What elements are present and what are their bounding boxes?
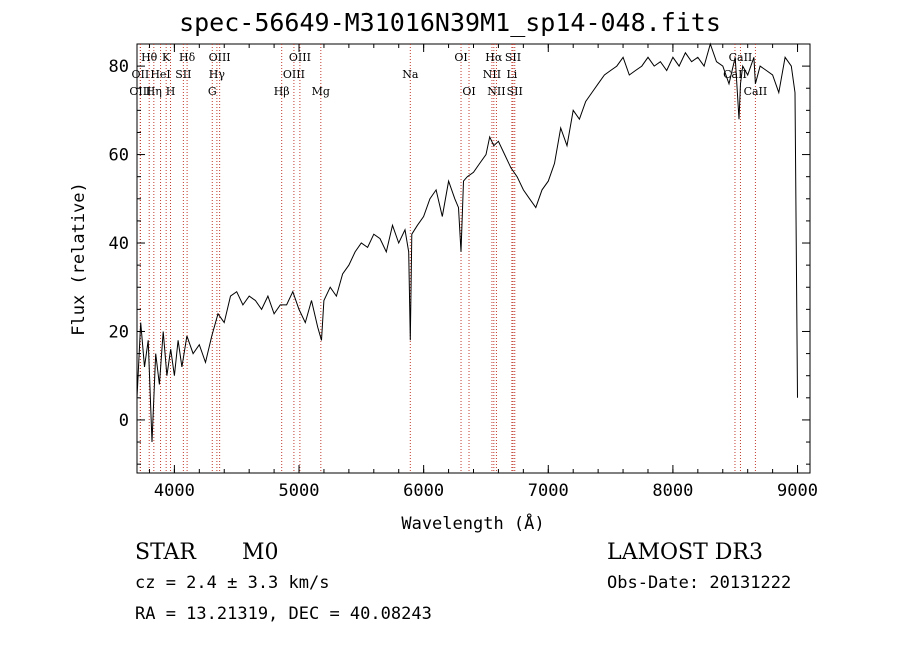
spectral-line-markers bbox=[139, 44, 756, 473]
spectral-line-label: Li bbox=[506, 68, 517, 81]
survey-name: LAMOST DR3 bbox=[607, 540, 763, 565]
x-tick-label: 4000 bbox=[154, 481, 195, 501]
y-axis-label: Flux (relative) bbox=[69, 182, 89, 336]
spectral-line-label: OI bbox=[462, 85, 475, 98]
spectral-line-label: NII bbox=[487, 85, 505, 98]
spectral-line-labels: Hθ OII OIII K HeI Hη Hδ SII H OIII Hγ G Hβ OIII OIII Mg… bbox=[129, 51, 767, 98]
x-axis: 4000 5000 6000 7000 8000 9000 bbox=[148, 44, 818, 501]
y-axis: 0 20 40 60 80 bbox=[109, 57, 810, 465]
spectral-line-label: NII bbox=[483, 68, 501, 81]
spectral-line-label: HeI bbox=[150, 68, 170, 81]
cz-value: cz = 2.4 ± 3.3 km/s bbox=[135, 573, 330, 593]
spectral-line-label: Hβ bbox=[274, 85, 290, 98]
spectral-line-label: SII bbox=[505, 51, 521, 64]
spectral-line-label: Hθ bbox=[141, 51, 158, 64]
spectral-line-label: OIII bbox=[283, 68, 305, 81]
y-tick-label: 80 bbox=[109, 57, 129, 77]
spectral-line-label: OIII bbox=[289, 51, 311, 64]
spectral-line-label: OIII bbox=[209, 51, 231, 64]
x-tick-label: 7000 bbox=[528, 481, 569, 501]
spectral-line-label: CaII bbox=[729, 51, 753, 64]
spectral-line-label: OIII bbox=[129, 85, 151, 98]
obs-date: Obs-Date: 20131222 bbox=[607, 573, 792, 593]
spectral-line-label: OI bbox=[454, 51, 467, 64]
y-tick-label: 40 bbox=[109, 234, 129, 254]
spectral-line-label: Hδ bbox=[179, 51, 196, 64]
x-tick-label: 5000 bbox=[279, 481, 320, 501]
spectral-line-label: Hη bbox=[146, 85, 162, 98]
spectral-line-label: K bbox=[162, 51, 171, 64]
star-class: STAR bbox=[135, 540, 196, 565]
y-tick-label: 60 bbox=[109, 146, 129, 166]
spectral-line-label: Na bbox=[402, 68, 419, 81]
spectral-line-label: Mg bbox=[312, 85, 330, 98]
spectral-line-label: CaII bbox=[723, 68, 747, 81]
star-subclass: M0 bbox=[242, 540, 279, 565]
plot-frame bbox=[136, 43, 811, 474]
spectral-line-label: SII bbox=[175, 68, 191, 81]
x-tick-label: 8000 bbox=[652, 481, 693, 501]
x-axis-label: Wavelength (Å) bbox=[401, 512, 544, 534]
x-tick-label: 9000 bbox=[777, 481, 818, 501]
y-tick-label: 0 bbox=[119, 411, 129, 431]
spectral-line-label: H bbox=[166, 85, 176, 98]
spectrum-line bbox=[136, 42, 798, 443]
spectrum-series bbox=[136, 42, 798, 443]
chart-title: spec-56649-M31016N39M1_sp14-048.fits bbox=[179, 8, 721, 37]
y-tick-label: 20 bbox=[109, 322, 129, 342]
coordinates: RA = 13.21319, DEC = 40.08243 bbox=[135, 604, 432, 624]
spectral-line-label: Hγ bbox=[209, 68, 226, 81]
spectral-line-label: G bbox=[208, 85, 217, 98]
spectral-line-label: OII bbox=[132, 68, 150, 81]
spectral-line-label: SII bbox=[507, 85, 523, 98]
spectral-line-label: CaII bbox=[744, 85, 768, 98]
x-tick-label: 6000 bbox=[403, 481, 444, 501]
spectral-line-label: Hα bbox=[485, 51, 503, 64]
